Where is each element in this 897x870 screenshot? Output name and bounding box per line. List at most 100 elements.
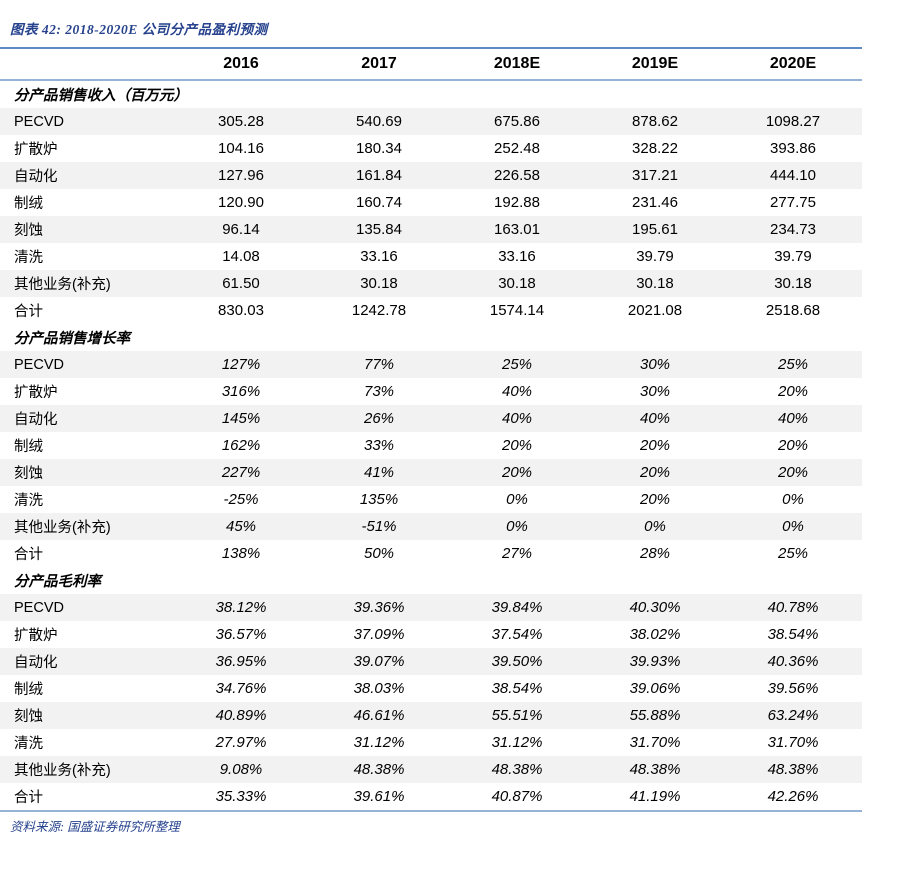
row-label: 制绒 bbox=[14, 439, 43, 455]
table-row: 自动化 127.96 161.84 226.58 317.21 444.10 bbox=[0, 162, 862, 189]
chart-title: 图表 42: 2018-2020E 公司分产品盈利预测 bbox=[10, 22, 268, 37]
cell-value: 0% bbox=[506, 491, 528, 508]
cell-value: 77% bbox=[363, 356, 395, 373]
table-row: PECVD 305.28 540.69 675.86 878.62 1098.27 bbox=[0, 108, 862, 135]
cell-value: 163.01 bbox=[494, 221, 540, 238]
cell-value: 127% bbox=[221, 356, 261, 373]
row-label: 合计 bbox=[14, 547, 43, 563]
cell-value: -25% bbox=[223, 491, 259, 508]
cell-value: 316% bbox=[221, 383, 261, 400]
table-row: 清洗 14.08 33.16 33.16 39.79 39.79 bbox=[0, 243, 862, 270]
row-label: 自动化 bbox=[14, 169, 58, 185]
cell-value: 1574.14 bbox=[489, 302, 545, 319]
cell-value: 63.24% bbox=[767, 707, 819, 724]
cell-value: 1098.27 bbox=[765, 113, 821, 130]
cell-value: 328.22 bbox=[632, 140, 678, 157]
row-label: 制绒 bbox=[14, 196, 43, 212]
cell-value: 38.54% bbox=[767, 626, 819, 643]
table-row: 其他业务(补充) 61.50 30.18 30.18 30.18 30.18 bbox=[0, 270, 862, 297]
cell-value: 0% bbox=[782, 518, 804, 535]
table-row: 合计 830.03 1242.78 1574.14 2021.08 2518.68 bbox=[0, 297, 862, 324]
cell-value: 31.12% bbox=[353, 734, 405, 751]
cell-value: 39.07% bbox=[353, 653, 405, 670]
cell-value: 195.61 bbox=[632, 221, 678, 238]
cell-value: 27% bbox=[501, 545, 533, 562]
cell-value: 277.75 bbox=[770, 194, 816, 211]
cell-value: 0% bbox=[644, 518, 666, 535]
row-label: 清洗 bbox=[14, 736, 43, 752]
cell-value: 14.08 bbox=[222, 248, 260, 265]
cell-value: 180.34 bbox=[356, 140, 402, 157]
cell-value: 192.88 bbox=[494, 194, 540, 211]
table-row: PECVD 127% 77% 25% 30% 25% bbox=[0, 351, 862, 378]
table-row: 扩散炉 36.57% 37.09% 37.54% 38.02% 38.54% bbox=[0, 621, 862, 648]
cell-value: 48.38% bbox=[353, 761, 405, 778]
row-label: 刻蚀 bbox=[14, 709, 43, 725]
cell-value: 120.90 bbox=[218, 194, 264, 211]
cell-value: 30% bbox=[639, 383, 671, 400]
cell-value: 38.02% bbox=[629, 626, 681, 643]
table-row: 制绒 162% 33% 20% 20% 20% bbox=[0, 432, 862, 459]
cell-value: 37.54% bbox=[491, 626, 543, 643]
table-row: PECVD 38.12% 39.36% 39.84% 40.30% 40.78% bbox=[0, 594, 862, 621]
table-row: 清洗 27.97% 31.12% 31.12% 31.70% 31.70% bbox=[0, 729, 862, 756]
row-label: 制绒 bbox=[14, 682, 43, 698]
row-label: 扩散炉 bbox=[14, 142, 58, 158]
section-header: 分产品销售增长率 bbox=[14, 331, 130, 347]
cell-value: 40.78% bbox=[767, 599, 819, 616]
table-body: 分产品销售收入（百万元） PECVD 305.28 540.69 675.86 878.6… bbox=[0, 81, 862, 810]
cell-value: 444.10 bbox=[770, 167, 816, 184]
row-label: 刻蚀 bbox=[14, 223, 43, 239]
cell-value: 162% bbox=[221, 437, 261, 454]
cell-value: 35.33% bbox=[215, 788, 267, 805]
row-label: 扩散炉 bbox=[14, 628, 58, 644]
header-cell-2018e: 2018E bbox=[493, 55, 541, 72]
row-label: 自动化 bbox=[14, 412, 58, 428]
cell-value: 55.88% bbox=[629, 707, 681, 724]
row-label: 刻蚀 bbox=[14, 466, 43, 482]
cell-value: 50% bbox=[363, 545, 395, 562]
cell-value: 252.48 bbox=[494, 140, 540, 157]
table-row: 自动化 36.95% 39.07% 39.50% 39.93% 40.36% bbox=[0, 648, 862, 675]
header-cell-2020e: 2020E bbox=[769, 55, 817, 72]
cell-value: 36.57% bbox=[215, 626, 267, 643]
table-row: 清洗 -25% 135% 0% 20% 0% bbox=[0, 486, 862, 513]
row-label: 其他业务(补充) bbox=[14, 520, 111, 536]
row-label: 扩散炉 bbox=[14, 385, 58, 401]
cell-value: 25% bbox=[777, 356, 809, 373]
cell-value: 33.16 bbox=[498, 248, 536, 265]
cell-value: 39.06% bbox=[629, 680, 681, 697]
cell-value: 40% bbox=[777, 410, 809, 427]
cell-value: 9.08% bbox=[219, 761, 263, 778]
cell-value: 33% bbox=[363, 437, 395, 454]
cell-value: 317.21 bbox=[632, 167, 678, 184]
table-row: 刻蚀 96.14 135.84 163.01 195.61 234.73 bbox=[0, 216, 862, 243]
cell-value: -51% bbox=[361, 518, 397, 535]
row-label: 合计 bbox=[14, 790, 43, 806]
row-label: 自动化 bbox=[14, 655, 58, 671]
cell-value: 234.73 bbox=[770, 221, 816, 238]
cell-value: 39.36% bbox=[353, 599, 405, 616]
row-label: 合计 bbox=[14, 304, 43, 320]
cell-value: 104.16 bbox=[218, 140, 264, 157]
cell-value: 2021.08 bbox=[627, 302, 683, 319]
cell-value: 0% bbox=[506, 518, 528, 535]
table-header-row: 2016 2017 2018E 2019E 2020E bbox=[0, 49, 862, 79]
cell-value: 48.38% bbox=[629, 761, 681, 778]
table-row: 自动化 145% 26% 40% 40% 40% bbox=[0, 405, 862, 432]
cell-value: 20% bbox=[639, 491, 671, 508]
cell-value: 227% bbox=[221, 464, 261, 481]
cell-value: 135.84 bbox=[356, 221, 402, 238]
table-header-rule bbox=[0, 79, 862, 81]
cell-value: 36.95% bbox=[215, 653, 267, 670]
cell-value: 41.19% bbox=[629, 788, 681, 805]
section-header: 分产品毛利率 bbox=[14, 574, 101, 590]
cell-value: 31.70% bbox=[629, 734, 681, 751]
cell-value: 37.09% bbox=[353, 626, 405, 643]
cell-value: 38.03% bbox=[353, 680, 405, 697]
cell-value: 30.18 bbox=[636, 275, 674, 292]
table-bottom-rule bbox=[0, 810, 862, 812]
cell-value: 38.12% bbox=[215, 599, 267, 616]
cell-value: 127.96 bbox=[218, 167, 264, 184]
cell-value: 28% bbox=[639, 545, 671, 562]
